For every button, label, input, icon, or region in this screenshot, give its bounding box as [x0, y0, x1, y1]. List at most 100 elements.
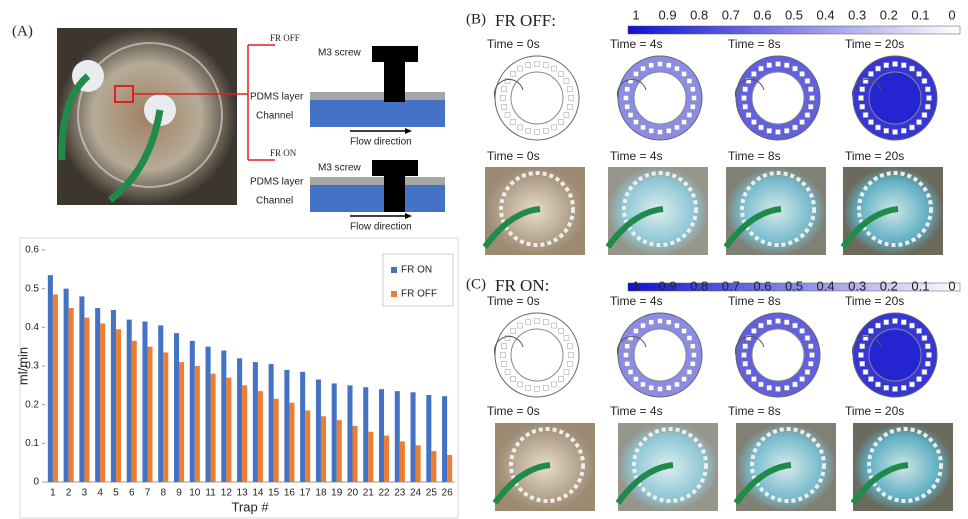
sim-core	[511, 329, 563, 381]
sim-trap	[759, 125, 764, 130]
sim-trap	[917, 71, 922, 76]
x-tick-label: 18	[315, 488, 327, 499]
sim-trap	[502, 344, 507, 349]
sim-trap	[910, 125, 915, 130]
sim-trap	[860, 87, 865, 92]
sim-trap	[535, 130, 540, 135]
x-tick-label: 26	[442, 488, 454, 499]
sim-trap	[917, 377, 922, 382]
time-label: Time = 4s	[610, 37, 663, 51]
panel-label: (A)	[12, 23, 33, 39]
sim-trap	[767, 385, 772, 390]
sim-trap	[868, 377, 873, 382]
sim-trap	[793, 125, 798, 130]
sim-trap	[922, 79, 927, 84]
sim-trap	[526, 385, 531, 390]
sim-trap	[625, 361, 630, 366]
sim-trap	[759, 66, 764, 71]
time-label: Time = 20s	[845, 37, 904, 51]
sim-trap	[641, 66, 646, 71]
sim-trap	[501, 96, 506, 101]
time-label: Time = 0s	[487, 404, 540, 418]
sim-trap	[910, 66, 915, 71]
y-tick-label: 0.5	[25, 283, 39, 294]
colorbar-label: 0.3	[848, 278, 866, 293]
sim-trap	[552, 323, 557, 328]
channel	[310, 185, 445, 212]
colorbar-label: 0.7	[722, 278, 740, 293]
sim-trap	[751, 377, 756, 382]
sim-trap	[559, 71, 564, 76]
sim-trap	[742, 353, 747, 358]
sim-trap	[641, 125, 646, 130]
bar	[305, 410, 310, 482]
sim-trap	[776, 387, 781, 392]
bar	[116, 329, 121, 482]
colorbar-label: 0.2	[880, 7, 898, 22]
sim-trap	[687, 336, 692, 341]
bar	[253, 362, 258, 482]
x-tick-label: 17	[300, 488, 312, 499]
sim-trap	[743, 87, 748, 92]
sim-trap	[751, 71, 756, 76]
sim-trap	[922, 336, 927, 341]
sim-trap	[658, 62, 663, 67]
bar	[347, 385, 352, 482]
sim-trap	[535, 62, 540, 67]
sim-trap	[518, 125, 523, 130]
sim-trap	[743, 104, 748, 109]
sim-trap	[925, 361, 930, 366]
bar	[95, 308, 100, 482]
bar	[379, 389, 384, 482]
figure: (A)FR OFFM3 screwPDMS layerChannelFlow d…	[0, 0, 968, 519]
bar	[148, 347, 153, 482]
bar	[400, 441, 405, 482]
sim-trap	[860, 361, 865, 366]
colorbar-label: 0.9	[659, 7, 677, 22]
x-tick-label: 14	[252, 488, 264, 499]
legend-label: FR OFF	[401, 289, 437, 300]
sim-trap	[675, 125, 680, 130]
x-tick-label: 6	[129, 488, 135, 499]
sim-trap	[567, 87, 572, 92]
x-tick-label: 25	[426, 488, 438, 499]
sim-trap	[927, 96, 932, 101]
sim-trap	[658, 130, 663, 135]
colorbar-label: 0.8	[690, 7, 708, 22]
bar	[284, 370, 289, 482]
sim-trap	[687, 79, 692, 84]
bar	[226, 378, 231, 482]
sim-trap	[925, 87, 930, 92]
time-label: Time = 20s	[845, 149, 904, 163]
bar	[190, 341, 195, 482]
layer-label: PDMS layer	[250, 177, 304, 188]
sim-trap	[569, 353, 574, 358]
sim-trap	[658, 387, 663, 392]
sim-trap	[876, 382, 881, 387]
sim-trap	[863, 113, 868, 118]
sim-core	[869, 72, 921, 124]
sim-trap	[859, 96, 864, 101]
sim-trap	[502, 104, 507, 109]
sim-trap	[543, 63, 548, 68]
bar	[111, 310, 116, 482]
sim-trap	[675, 323, 680, 328]
bar	[384, 436, 389, 482]
x-tick-label: 15	[268, 488, 280, 499]
sim-trap	[682, 120, 687, 125]
sim-trap	[658, 319, 663, 324]
sim-trap	[687, 113, 692, 118]
sim-trap	[925, 104, 930, 109]
sim-trap	[808, 87, 813, 92]
sim-trap	[567, 344, 572, 349]
colorbar-label: 0.6	[753, 278, 771, 293]
channel	[310, 100, 445, 127]
x-tick-label: 21	[363, 488, 375, 499]
time-label: Time = 4s	[610, 294, 663, 308]
sim-trap	[690, 87, 695, 92]
colorbar-label: 0	[948, 278, 955, 293]
x-axis-title: Trap #	[231, 499, 269, 514]
panel-label: (B)	[466, 11, 486, 27]
bar	[100, 323, 105, 482]
colorbar	[628, 26, 960, 34]
